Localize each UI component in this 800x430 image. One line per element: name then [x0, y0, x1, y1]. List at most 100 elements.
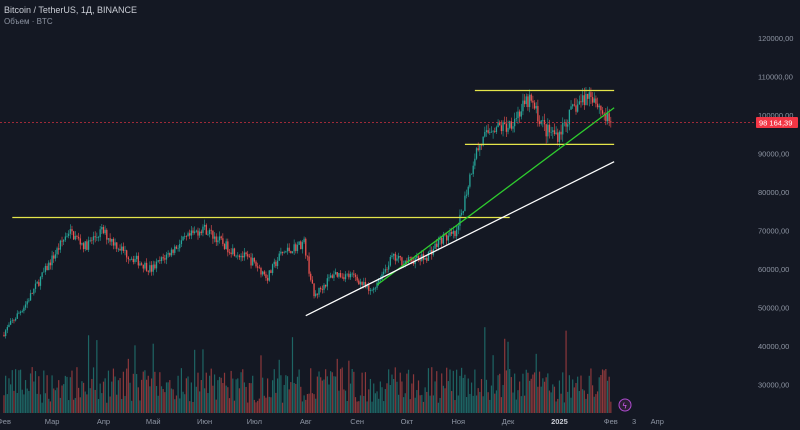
candle — [474, 153, 476, 170]
volume-bar — [300, 386, 302, 413]
volume-bar — [596, 391, 599, 413]
candle-body — [288, 247, 290, 252]
candle-body — [547, 124, 549, 137]
candle — [159, 256, 161, 264]
candle — [598, 103, 600, 114]
candle — [572, 103, 574, 109]
annotation-white_trend[interactable] — [305, 161, 615, 317]
candle — [479, 144, 481, 156]
candle — [232, 244, 234, 256]
candle — [338, 272, 340, 279]
candle — [507, 120, 509, 135]
candle — [194, 226, 196, 235]
candle — [228, 249, 231, 255]
price-tick-label: 120000,00 — [758, 34, 793, 43]
volume-bar — [257, 400, 259, 413]
candle-body — [344, 274, 347, 280]
volume-bar — [535, 353, 537, 413]
candle — [280, 247, 282, 256]
volume-bar — [275, 392, 277, 413]
volume-bar — [147, 375, 149, 413]
candle-body — [567, 124, 569, 127]
candle — [167, 250, 169, 258]
candle — [517, 106, 519, 125]
volume-bar — [10, 384, 12, 413]
candle — [255, 260, 257, 269]
candle-body — [301, 242, 304, 250]
candle-body — [558, 131, 561, 142]
volume-bar — [187, 376, 189, 413]
candle-body — [230, 252, 232, 255]
candle — [343, 273, 345, 282]
candle-body — [190, 230, 192, 236]
volume-bar — [278, 359, 280, 413]
lightning-icon-badge[interactable] — [618, 398, 632, 412]
candle-body — [379, 279, 382, 281]
candle — [406, 257, 408, 266]
volume-bar — [265, 397, 267, 413]
volume-bar — [553, 386, 556, 413]
candle — [217, 236, 219, 246]
volume-bar — [232, 378, 234, 413]
candle — [354, 272, 357, 281]
candle — [250, 252, 252, 269]
volume-bar — [276, 378, 279, 413]
candle-body — [407, 257, 410, 263]
volume-bar — [492, 355, 494, 413]
price-axis[interactable]: 120000,00 110000,00 100000,00 90000,00 80000… — [758, 34, 793, 389]
candle-body — [139, 263, 141, 266]
candle-body — [578, 101, 580, 105]
candle-body — [507, 127, 509, 132]
candle-body — [537, 106, 539, 122]
candle — [127, 256, 129, 264]
candle-body — [147, 270, 149, 272]
volume-bar — [122, 371, 124, 413]
volume-bar — [424, 387, 426, 413]
candle — [144, 261, 146, 271]
candle — [109, 233, 111, 246]
candle-body — [449, 232, 451, 236]
volume-bar — [331, 372, 333, 413]
candle-body — [84, 241, 86, 250]
candle — [577, 99, 579, 113]
candle-body — [316, 293, 319, 295]
candle — [192, 227, 194, 236]
candle — [446, 233, 448, 246]
time-axis[interactable]: Фев Мар Апр Май Июн Июл Авг Сен Окт Ноя Дек 2025 Фев… — [0, 417, 664, 426]
volume-bar — [563, 402, 565, 413]
volume-bar — [79, 397, 81, 413]
volume-bar — [514, 373, 516, 413]
candle-body — [540, 120, 542, 124]
candle-body — [467, 186, 469, 195]
candle-body — [164, 258, 166, 260]
candle-body — [338, 273, 340, 277]
candle — [484, 126, 486, 138]
volume-bar — [504, 338, 506, 413]
volume-bar — [399, 372, 401, 413]
volume-bar — [379, 381, 381, 413]
candle-body — [460, 213, 463, 215]
annotation-green_trend[interactable] — [376, 107, 615, 286]
candle — [145, 258, 148, 272]
candle-body — [205, 224, 207, 235]
candle — [218, 231, 221, 244]
candle — [139, 261, 141, 266]
candle — [419, 254, 421, 266]
candle-body — [419, 259, 421, 261]
volume-bar — [318, 371, 320, 413]
volume-bar — [499, 373, 501, 413]
candle — [495, 125, 498, 134]
volume-bar — [142, 371, 144, 413]
volume-bar — [421, 394, 423, 413]
candle-body — [263, 271, 265, 275]
candle-body — [203, 224, 206, 227]
candle — [16, 310, 18, 319]
candle — [490, 126, 493, 134]
candle-body — [225, 241, 227, 250]
candle — [49, 259, 52, 270]
candle — [426, 256, 428, 263]
volume-bar — [144, 370, 146, 413]
candle — [595, 95, 597, 108]
candle — [570, 100, 572, 110]
